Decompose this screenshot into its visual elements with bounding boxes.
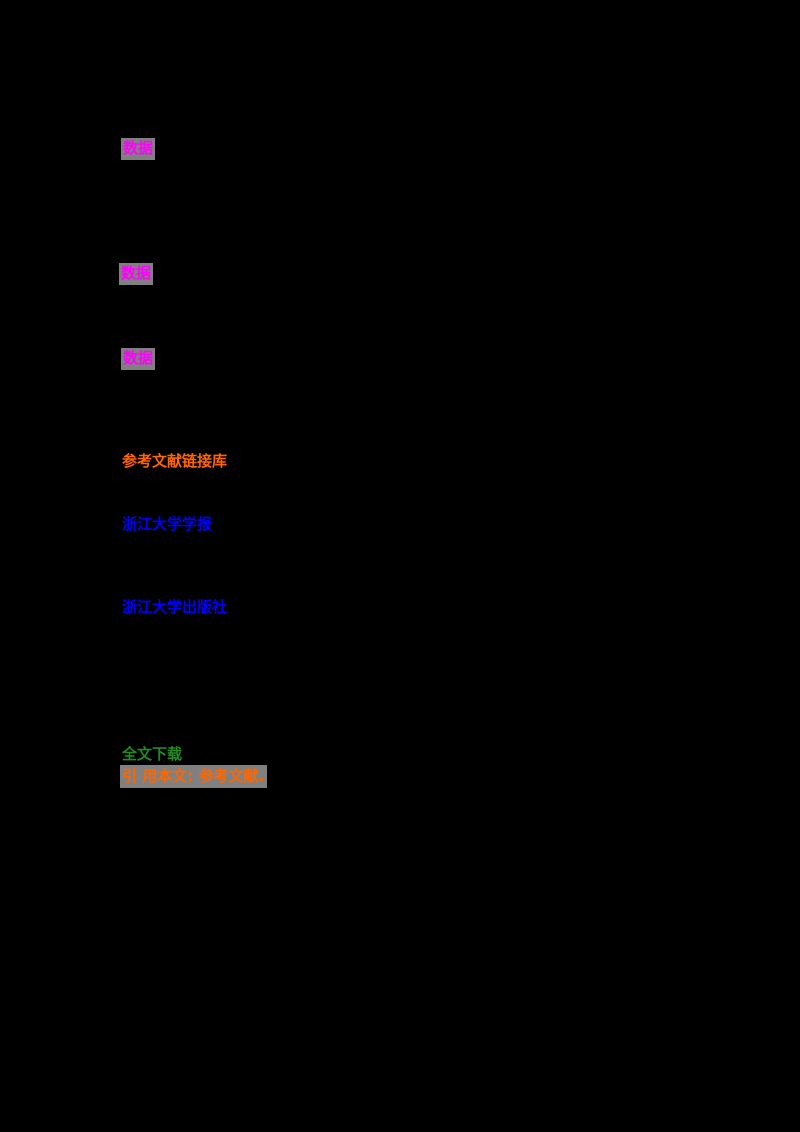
highlighted-term-2[interactable]: 数据 bbox=[119, 263, 154, 285]
highlighted-term-1[interactable]: 数据 bbox=[121, 138, 156, 160]
highlighted-term-3[interactable]: 数据 bbox=[121, 348, 156, 370]
orange-citation-line[interactable]: 引 用本文: 参考文献. bbox=[120, 765, 268, 788]
blue-link-journal[interactable]: 浙江大学学报 bbox=[122, 515, 213, 533]
orange-link-resources[interactable]: 参考文献链接库 bbox=[122, 452, 228, 470]
green-link-fulltext[interactable]: 全文下载 bbox=[122, 745, 183, 763]
blue-link-publisher[interactable]: 浙江大学出版社 bbox=[122, 598, 228, 616]
